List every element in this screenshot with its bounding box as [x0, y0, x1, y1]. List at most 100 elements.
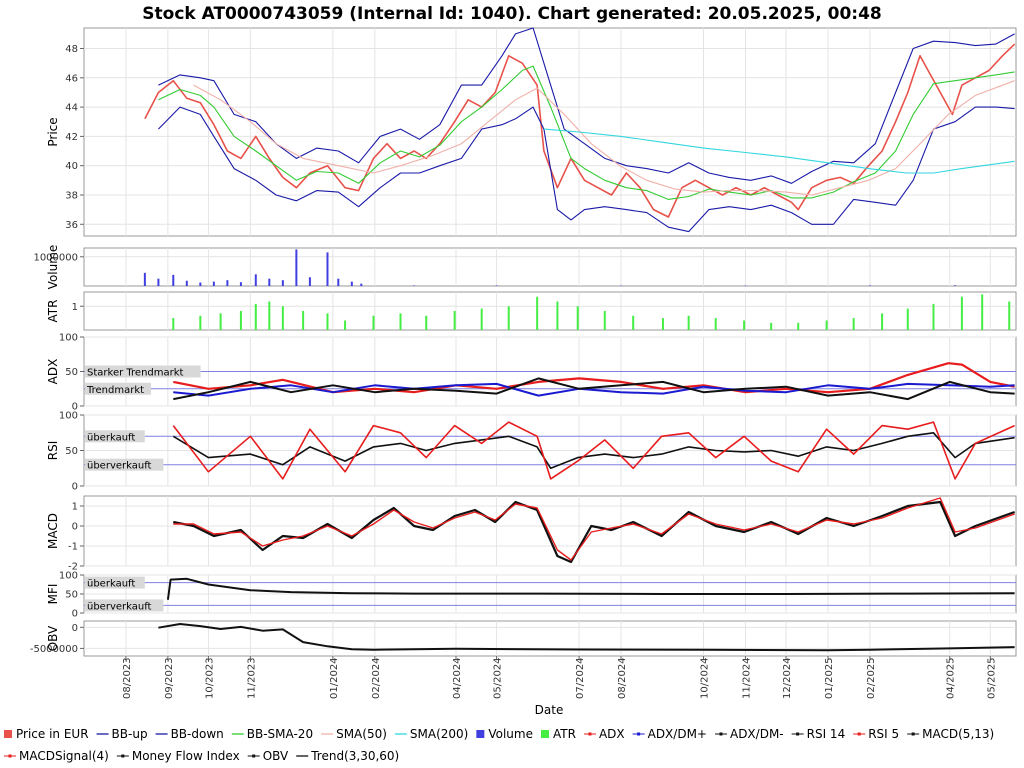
legend-marker	[719, 732, 723, 736]
x-tick-label: 09/2023	[164, 657, 175, 699]
legend-item: RSI 14	[791, 727, 845, 741]
y-tick-label: 100	[59, 411, 78, 422]
y-axis-label-rsi: RSI	[46, 441, 60, 461]
legend-label: Money Flow Index	[132, 749, 240, 763]
legend-marker	[588, 732, 592, 736]
legend-label: ADX/DM+	[648, 727, 707, 741]
y-tick-label: 50	[65, 446, 78, 457]
volume-bar	[185, 280, 188, 286]
panel-price: 36 38 40 42 44 46 48 Price	[46, 27, 1017, 237]
volume-bar	[360, 283, 363, 286]
chart-title: Stock AT0000743059 (Internal Id: 1040). …	[142, 4, 881, 24]
y-tick-label: 38	[65, 190, 78, 201]
atr-bar	[326, 313, 329, 330]
x-tick-label: 08/2024	[617, 657, 628, 699]
atr-bar	[480, 308, 483, 330]
y-tick-label: 100	[59, 333, 78, 344]
atr-bar	[536, 296, 539, 330]
panel-mfi: 0 50 100 MFI überkauft überverkauft	[46, 571, 1017, 620]
atr-bar	[743, 320, 746, 330]
rsi-series-rsi5	[172, 421, 1015, 480]
panel-atr: 1 ATR	[46, 291, 1017, 331]
threshold-label: überkauft	[87, 432, 135, 443]
y-tick-label: -5000000	[30, 644, 78, 655]
legend-label: MACDSignal(4)	[19, 749, 109, 763]
threshold-label-bg	[85, 365, 201, 378]
legend-marker	[857, 732, 861, 736]
macd-series-signal	[173, 497, 1015, 561]
legend-item: Volume	[476, 727, 533, 741]
y-tick-label: 0	[72, 522, 78, 533]
volume-bar	[295, 249, 298, 286]
threshold-label: überverkauft	[87, 461, 152, 472]
atr-bar	[576, 306, 579, 330]
volume-bar	[239, 282, 242, 286]
volume-bar	[350, 281, 353, 286]
threshold-label: überverkauft	[87, 601, 152, 612]
panel-macd: -2 -1 0 1 MACD	[46, 495, 1017, 573]
y-tick-label: 50	[65, 367, 78, 378]
x-tick-label: 01/2025	[824, 657, 835, 699]
threshold-label-bg	[85, 382, 151, 395]
threshold-label: überkauft	[87, 579, 135, 590]
atr-bar	[770, 322, 773, 330]
panel-frame-volume	[83, 247, 1017, 287]
legend-marker	[121, 754, 125, 758]
atr-bar	[254, 303, 257, 330]
x-tick-label: 08/2023	[122, 657, 133, 699]
legend-label: Volume	[488, 727, 533, 741]
y-tick-label: -2	[68, 562, 78, 573]
y-tick-label: 0	[72, 402, 78, 413]
panel-frame-atr	[83, 291, 1017, 331]
y-tick-label: 1000000	[33, 252, 78, 263]
y-axis-label-macd: MACD	[46, 513, 60, 549]
legend-marker	[911, 732, 915, 736]
atr-bar	[881, 313, 884, 330]
x-tick-label: 04/2025	[946, 657, 957, 699]
y-tick-label: 0	[72, 609, 78, 620]
y-tick-label: 46	[65, 73, 78, 84]
volume-bar	[413, 285, 416, 286]
y-tick-label: 50	[65, 590, 78, 601]
volume-bar	[212, 281, 215, 286]
volume-bar	[157, 278, 160, 286]
volume-bar	[143, 272, 146, 286]
y-tick-label: 100	[59, 571, 78, 582]
threshold-label: Trendmarkt	[86, 385, 144, 396]
y-tick-label: 1	[72, 302, 78, 313]
atr-bar	[302, 311, 305, 330]
panel-rsi: 0 50 100 RSI überkauft überverkauft	[46, 411, 1017, 493]
threshold-label: Starker Trendmarkt	[87, 368, 184, 379]
atr-bar	[268, 301, 271, 330]
x-tick-label: 10/2023	[204, 657, 215, 699]
y-axis-label-price: Price	[46, 117, 60, 146]
legend-item: ADX	[583, 727, 625, 741]
atr-bar	[960, 296, 963, 330]
legend-item: BB-up	[96, 727, 148, 741]
legend-label: BB-up	[112, 727, 148, 741]
x-tick-label: 11/2024	[741, 657, 752, 699]
legend-label: SMA(200)	[410, 727, 468, 741]
x-tick-label: 01/2024	[329, 657, 340, 699]
legend-item: MACD(5,13)	[907, 727, 994, 741]
legend-item: BB-down	[155, 727, 224, 741]
atr-bar	[219, 313, 222, 330]
volume-bar	[254, 274, 257, 286]
price-series-sma200	[543, 128, 1015, 174]
volume-bar	[495, 285, 498, 286]
y-tick-label: 40	[65, 161, 78, 172]
atr-bar	[344, 320, 347, 330]
volume-bar	[281, 280, 284, 286]
volume-bar	[954, 285, 957, 286]
y-tick-label: 0	[72, 623, 78, 634]
atr-bar	[239, 311, 242, 330]
legend-marker	[252, 754, 256, 758]
legend-item: Price in EUR	[4, 727, 89, 741]
price-series-price	[144, 43, 1016, 218]
x-tick-label: 02/2025	[866, 657, 877, 699]
legend: Price in EUR BB-up BB-down BB-SMA-20 SMA(50)…	[4, 727, 994, 763]
y-tick-label: 36	[65, 220, 78, 231]
x-tick-label: 11/2023	[246, 657, 257, 699]
panel-frame-price	[83, 27, 1017, 237]
y-axis-label-mfi: MFI	[46, 584, 60, 605]
